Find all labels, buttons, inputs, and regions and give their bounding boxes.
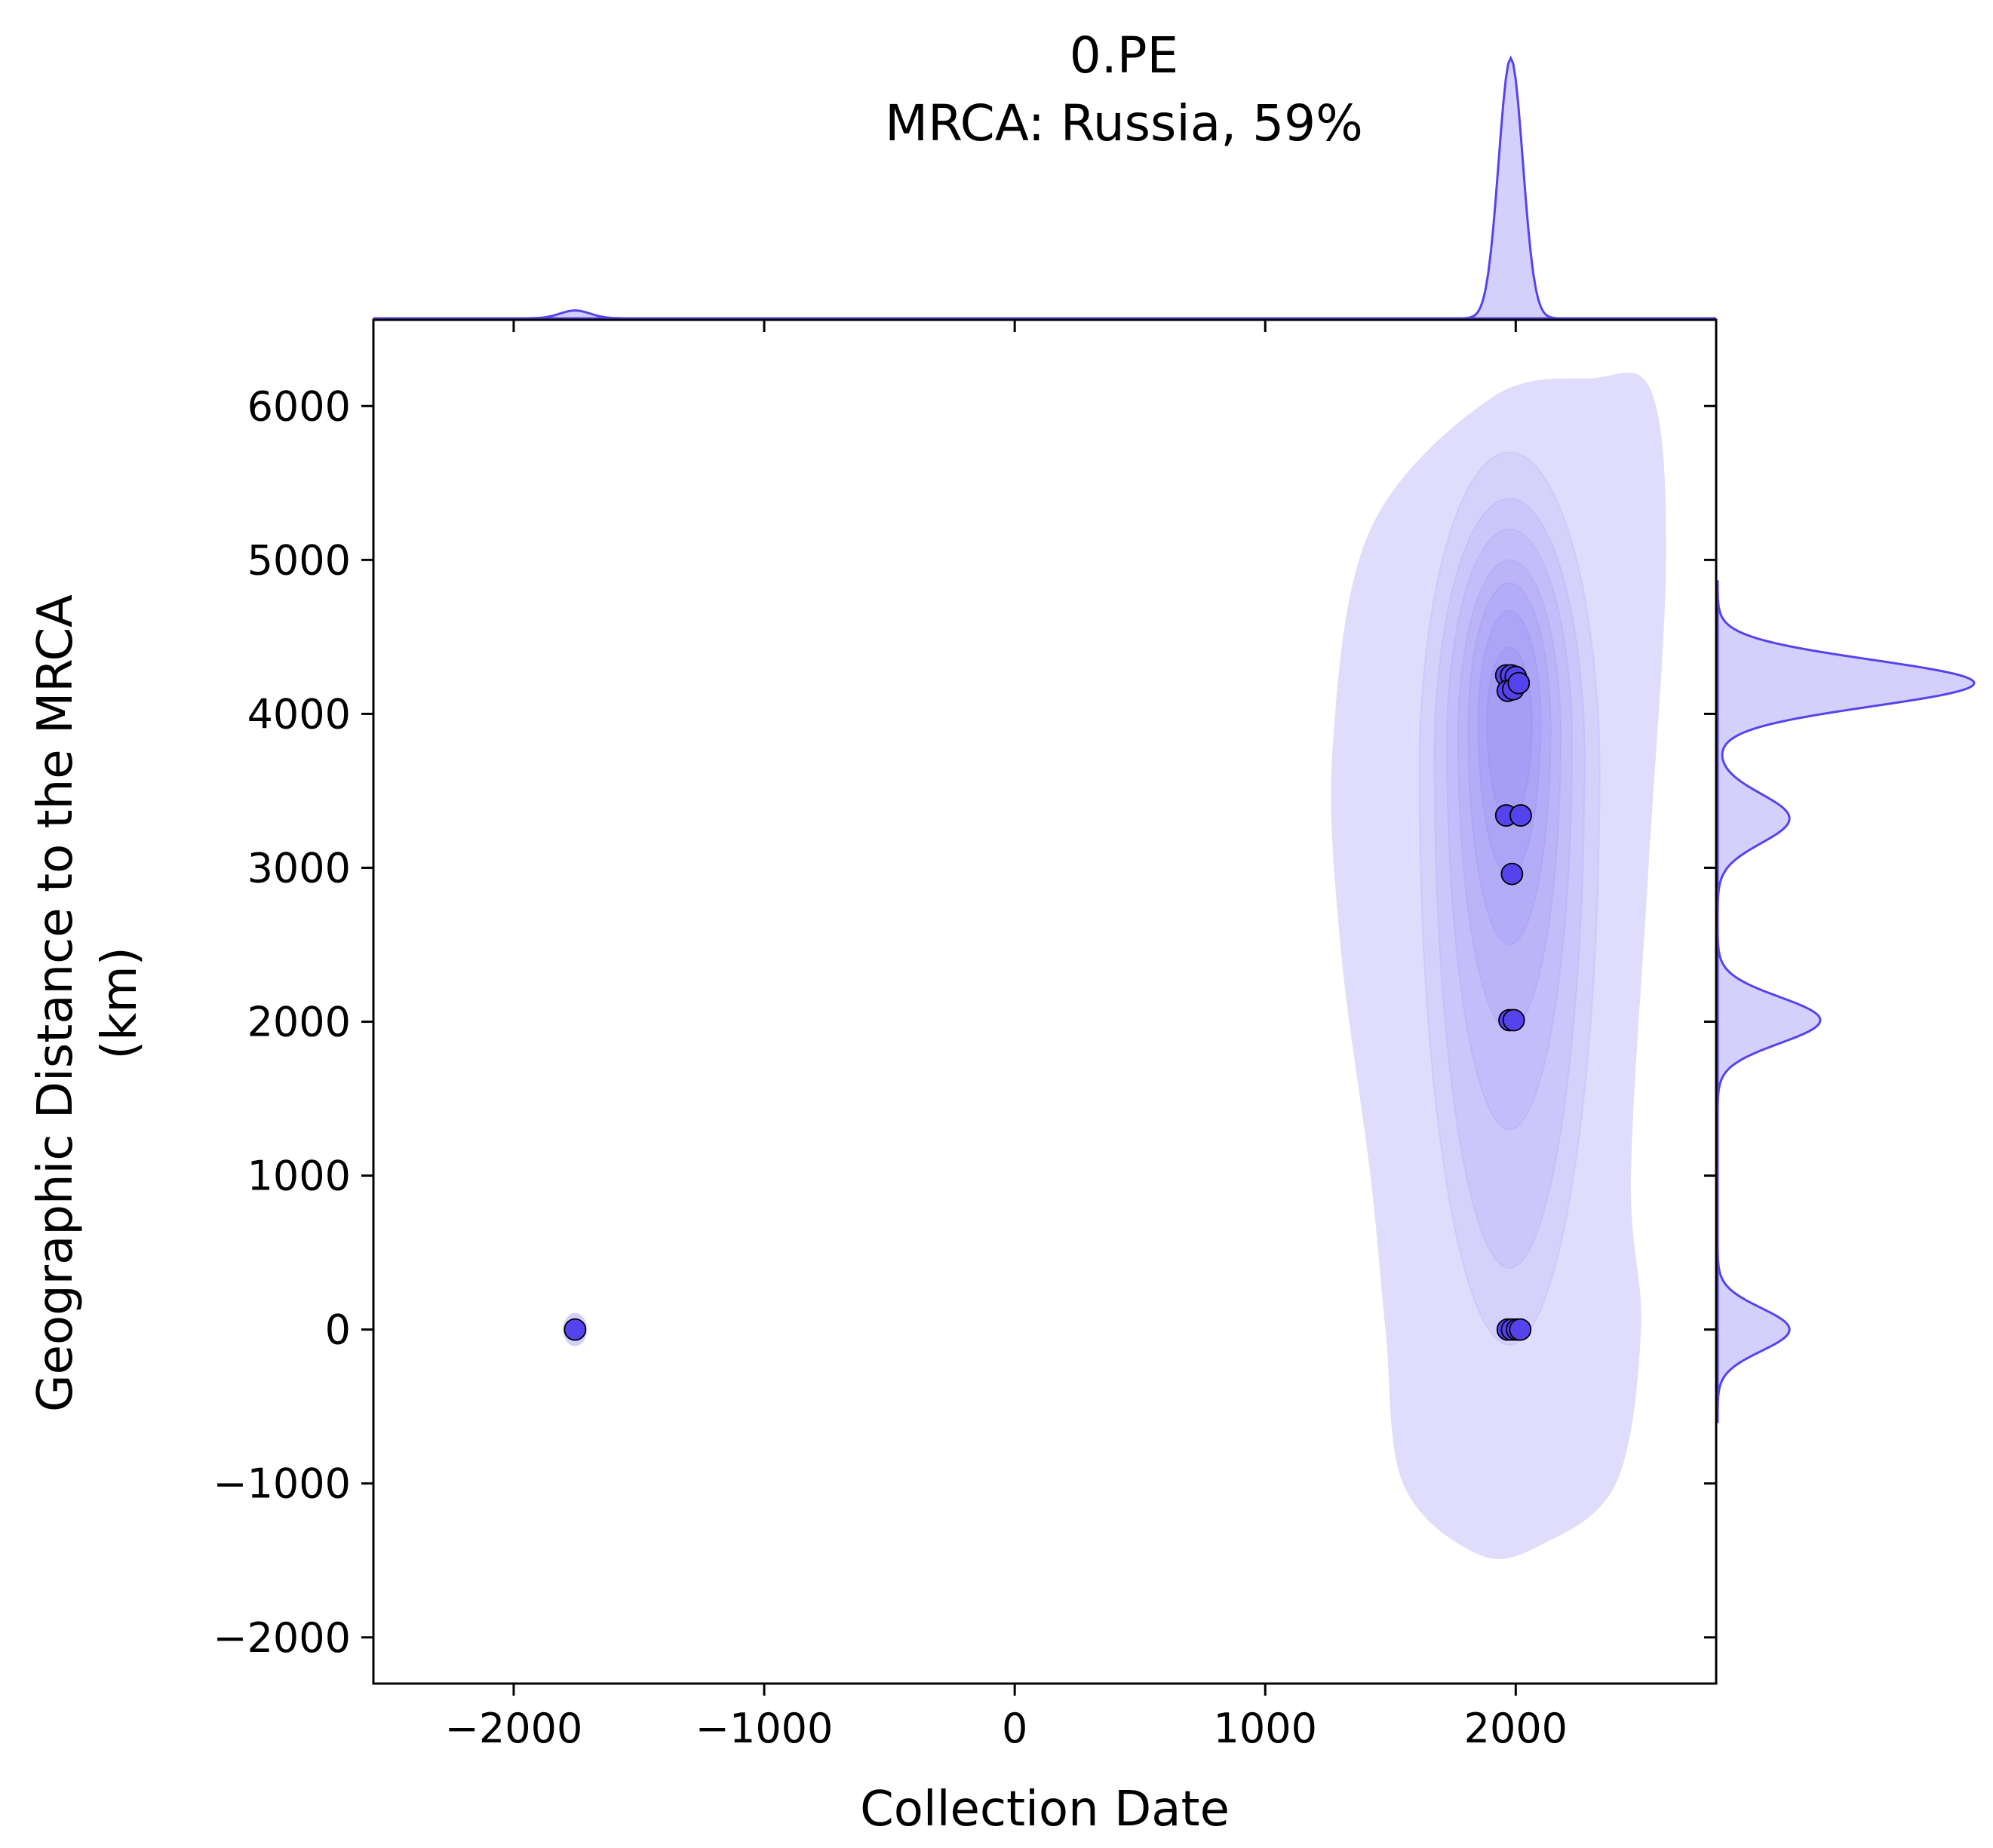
y-tick-label-0: −2000: [213, 1614, 351, 1662]
kde-contour-level-4: [1457, 559, 1562, 1030]
y-axis-label-line-2: (km): [92, 947, 148, 1059]
plot-frame: [372, 318, 1718, 1685]
chart-title-line-1: 0.PE: [1070, 26, 1178, 84]
chart-title-line-2: MRCA: Russia, 59%: [885, 94, 1363, 152]
y-tick-label-5: 3000: [247, 844, 351, 892]
kde-contour-outer: [1331, 372, 1666, 1559]
y-tick-label-8: 6000: [247, 382, 351, 430]
scatter-point-4: [1509, 1318, 1532, 1341]
y-tick-label-7: 5000: [247, 536, 351, 584]
x-tick-label-1: −1000: [696, 1705, 834, 1752]
y-tick-label-2: 0: [325, 1306, 351, 1354]
scatter-point-15: [1507, 671, 1531, 695]
scatter-point-9: [1509, 804, 1532, 827]
kde-contour-level-5: [1467, 582, 1552, 946]
scatter-points: [564, 664, 1532, 1341]
x-tick-label-0: −2000: [445, 1705, 583, 1752]
y-tick-label-4: 2000: [247, 999, 351, 1046]
scatter-point-0: [564, 1318, 587, 1341]
x-axis-label: Collection Date: [860, 1782, 1230, 1837]
top-marginal-kde: [373, 55, 1716, 320]
y-axis-label-line-1: Geographic Distance to the MRCA: [28, 594, 84, 1412]
joint-kde-contours: [563, 372, 1666, 1559]
y-tick-label-3: 1000: [247, 1153, 351, 1200]
x-tick-label-4: 2000: [1464, 1705, 1568, 1752]
x-tick-label-3: 1000: [1214, 1705, 1317, 1752]
kde-contour-level-3: [1445, 528, 1574, 1131]
x-axis-ticks: −2000 −1000 0 1000 2000: [445, 320, 1568, 1752]
y-tick-label-6: 4000: [247, 690, 351, 738]
y-axis-ticks: −2000 −1000 0 1000 2000 3000 4000 5000 6000: [213, 382, 1716, 1662]
scatter-point-6: [1502, 1008, 1525, 1032]
y-tick-label-1: −1000: [213, 1460, 351, 1508]
scatter-point-7: [1500, 862, 1524, 886]
right-marginal-curve: [1716, 580, 1976, 1423]
top-marginal-curve: [373, 55, 1716, 320]
kde-contour-level-1: [1418, 451, 1601, 1346]
x-tick-label-2: 0: [1002, 1705, 1027, 1752]
right-marginal-kde: [1716, 580, 1976, 1423]
